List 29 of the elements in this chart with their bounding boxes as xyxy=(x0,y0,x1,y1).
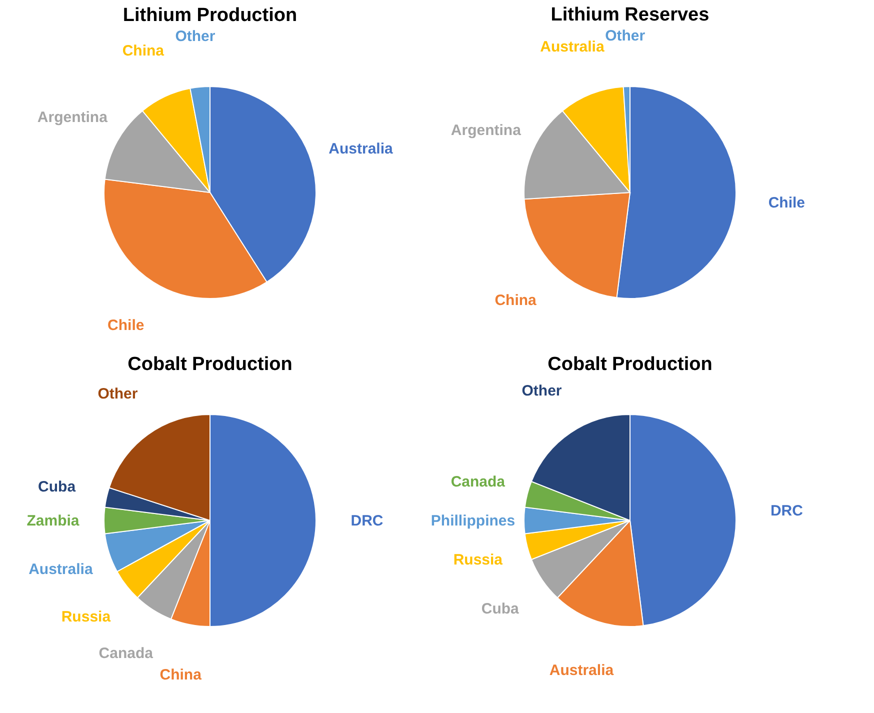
chart-title: Cobalt Production xyxy=(548,354,712,375)
slice-label: Cuba xyxy=(38,478,76,496)
slice-label: Australia xyxy=(540,38,605,56)
slice-label: Australia xyxy=(549,662,614,679)
slice-label: Argentina xyxy=(37,108,108,126)
slice-label: China xyxy=(160,666,202,684)
slice-label: Other xyxy=(522,382,562,400)
slice-label: DRC xyxy=(350,512,384,530)
slice-label: Canada xyxy=(98,645,154,662)
slice-label: China xyxy=(122,42,165,60)
chart-title: Cobalt Production xyxy=(128,354,292,375)
slice-label: China xyxy=(494,292,538,309)
slice-label: Canada xyxy=(450,473,506,490)
slice-label: Cuba xyxy=(481,600,520,618)
slice-label: Russia xyxy=(61,608,112,626)
slice-label: Phillippines xyxy=(430,512,516,530)
slice-label: Australia xyxy=(328,140,394,158)
slice-label: Russia xyxy=(453,552,504,569)
slice-label: Other xyxy=(605,28,646,45)
slice-label: Chile xyxy=(768,194,806,212)
slice-label: Zambia xyxy=(26,512,80,530)
slice-label: Other xyxy=(98,385,138,402)
chart-title: Lithium Reserves xyxy=(550,4,710,26)
slice-label: Chile xyxy=(108,317,144,334)
slice-label: Other xyxy=(175,28,216,46)
slice-label: Argentina xyxy=(450,122,522,140)
slice-label: Australia xyxy=(28,561,94,578)
chart-title: Lithium Production xyxy=(122,5,298,26)
slice-label: DRC xyxy=(770,502,804,520)
